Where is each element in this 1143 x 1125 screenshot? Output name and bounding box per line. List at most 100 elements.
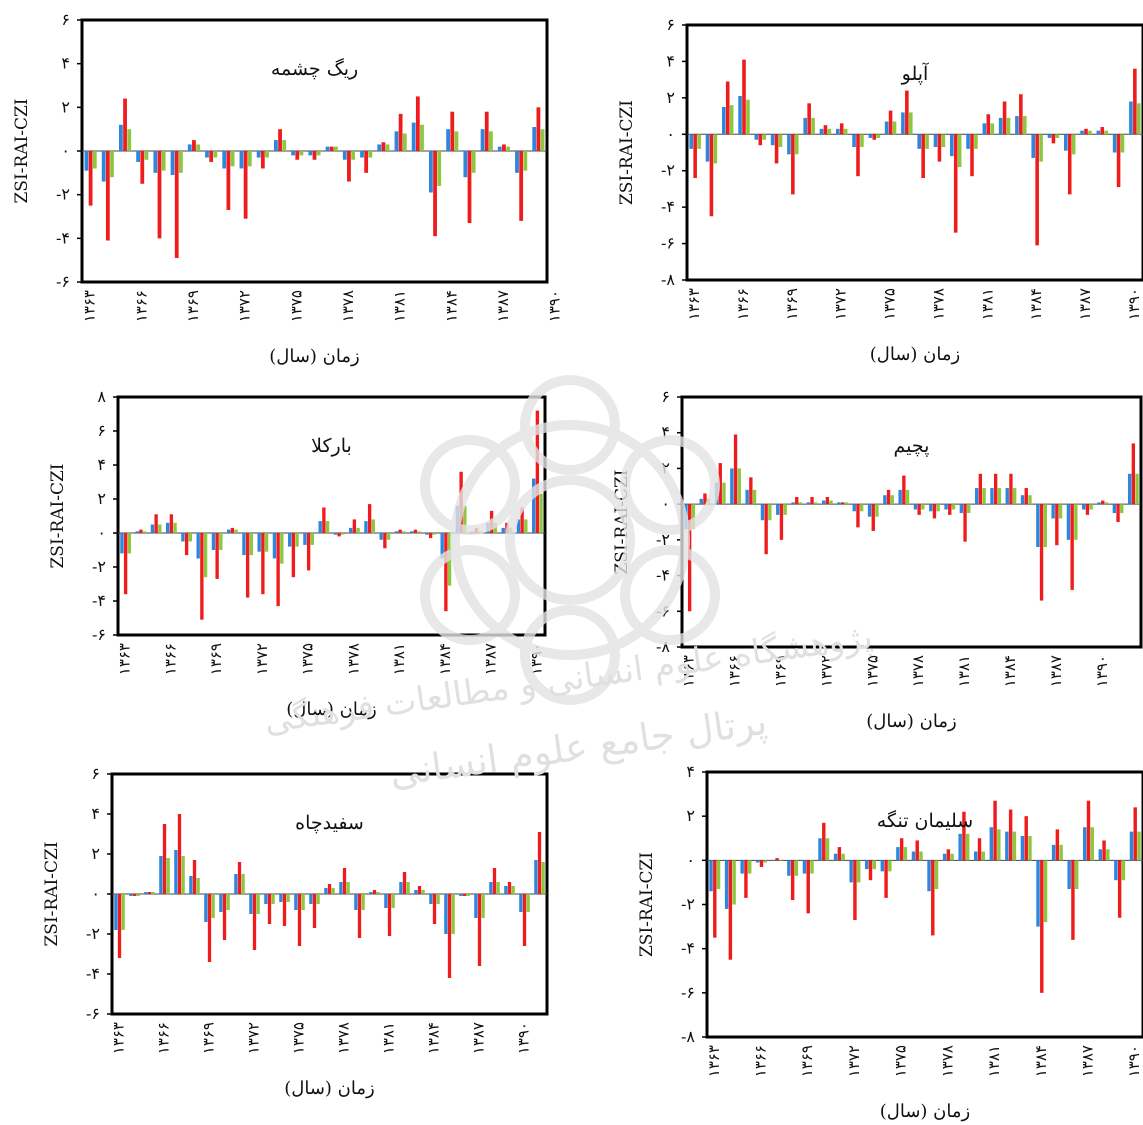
bar-czi (1043, 504, 1047, 547)
bar-rai (742, 59, 746, 135)
bar-czi (264, 533, 269, 552)
bar-rai (837, 847, 842, 861)
bar-zsi (497, 146, 502, 151)
bar-rai (807, 103, 811, 135)
bar-zsi (118, 124, 123, 151)
bar-czi (1121, 860, 1126, 881)
bar-zsi (166, 522, 170, 533)
bar-czi (1135, 473, 1139, 505)
bar-zsi (428, 151, 433, 193)
bar-rai (795, 497, 799, 505)
bar-zsi (1066, 504, 1071, 540)
bar-czi (1120, 134, 1125, 153)
bar-czi (299, 151, 304, 156)
bar-czi (249, 533, 253, 556)
x-tick-label: ۱۳۷۵ (863, 655, 881, 687)
bar-czi (982, 488, 986, 505)
bar-zsi (459, 894, 463, 896)
bar-rai (977, 838, 982, 861)
bar-zsi (239, 151, 244, 169)
y-tick-label: ۲ (91, 844, 100, 863)
bar-zsi (942, 853, 947, 861)
bar-czi (539, 493, 543, 533)
bar-rai (884, 860, 888, 898)
bar-zsi (440, 533, 444, 559)
x-tick-label: ۱۳۶۳ (705, 1045, 723, 1077)
bar-czi (779, 860, 783, 861)
bar-zsi (1063, 134, 1068, 151)
bar-rai (1085, 504, 1090, 515)
bar-czi (950, 853, 954, 861)
x-tick-label: ۱۳۷۲ (817, 655, 835, 687)
y-tick-label: -۲ (656, 530, 670, 549)
bar-czi (997, 488, 1002, 505)
bar-rai (871, 504, 875, 531)
bar-rai (856, 134, 860, 177)
bar-zsi (377, 144, 382, 151)
bar-zsi (291, 151, 296, 156)
bar-zsi (1051, 504, 1055, 519)
bar-czi (391, 894, 395, 908)
bar-zsi (714, 482, 719, 505)
x-tick-label: ۱۳۷۲ (245, 1022, 263, 1054)
y-tick-label: -۲ (86, 924, 100, 943)
bar-rai (728, 860, 733, 960)
bar-czi (697, 134, 701, 149)
bar-czi (127, 533, 131, 554)
y-axis-label: ZSI-RAI-CZI (617, 100, 637, 205)
bar-zsi (806, 502, 811, 505)
bar-czi (234, 529, 238, 533)
bar-rai (709, 134, 714, 217)
x-tick-label: ۱۳۸۱ (390, 643, 408, 675)
bar-czi (1074, 504, 1078, 540)
bar-rai (367, 504, 372, 533)
chart-svg: ۶ ۴ ۲ ۰ -۲ -۴ -۶ -۸ ۱۳۶۳ ۱۳۶۶ ۱۳۶۹ ۱۳۷۲ ۱۳۷۵ ۱۳۷۸ ۱۳۸۱… (612, 387, 1143, 732)
bar-czi (941, 134, 946, 148)
bar-czi (420, 124, 424, 151)
bar-rai (417, 886, 422, 894)
bar-zsi (425, 533, 429, 535)
bar-rai (157, 151, 162, 239)
bar-czi (356, 527, 360, 533)
bar-czi (1012, 831, 1017, 861)
y-tick-label: ۰ (661, 494, 670, 513)
bar-zsi (414, 890, 418, 894)
bar-zsi (933, 134, 938, 148)
bar-zsi (349, 527, 353, 533)
bar-czi (188, 533, 192, 542)
bar-czi (1088, 130, 1092, 135)
bar-rai (387, 894, 392, 936)
x-tick-label: ۱۳۷۵ (299, 643, 317, 675)
y-axis-label: ZSI-RAI-CZI (12, 99, 32, 204)
bar-zsi (982, 123, 987, 135)
bar-czi (965, 833, 970, 861)
bar-zsi (174, 850, 178, 894)
bar-czi (526, 894, 530, 912)
y-axis-label: ZSI-RAI-CZI (612, 470, 632, 575)
x-tick-label: ۱۳۷۸ (335, 1022, 353, 1054)
x-tick-label: ۱۳۷۸ (339, 290, 357, 322)
bar-zsi (189, 876, 193, 894)
bar-zsi (84, 151, 89, 171)
x-tick-label: ۱۳۸۱ (955, 655, 973, 687)
bar-rai (381, 142, 386, 151)
x-tick-label: ۱۳۶۳ (110, 1022, 128, 1054)
x-tick-label: ۱۳۷۲ (253, 643, 271, 675)
bar-czi (967, 504, 971, 514)
bar-rai (693, 134, 697, 178)
bar-zsi (898, 489, 902, 505)
bar-czi (436, 894, 440, 904)
bar-zsi (1112, 134, 1117, 153)
y-tick-label: -۶ (656, 601, 670, 620)
bar-czi (181, 856, 185, 894)
bar-rai (105, 151, 110, 241)
y-tick-label: ۴ (686, 762, 695, 781)
bar-rai (261, 533, 265, 595)
bar-zsi (974, 488, 979, 505)
x-tick-label: ۱۳۶۳ (680, 655, 698, 687)
x-tick-label: ۱۳۶۶ (726, 655, 744, 687)
bar-czi (1090, 827, 1094, 861)
bar-czi (478, 531, 482, 533)
bar-rai (1133, 807, 1137, 861)
bar-zsi (896, 847, 900, 861)
